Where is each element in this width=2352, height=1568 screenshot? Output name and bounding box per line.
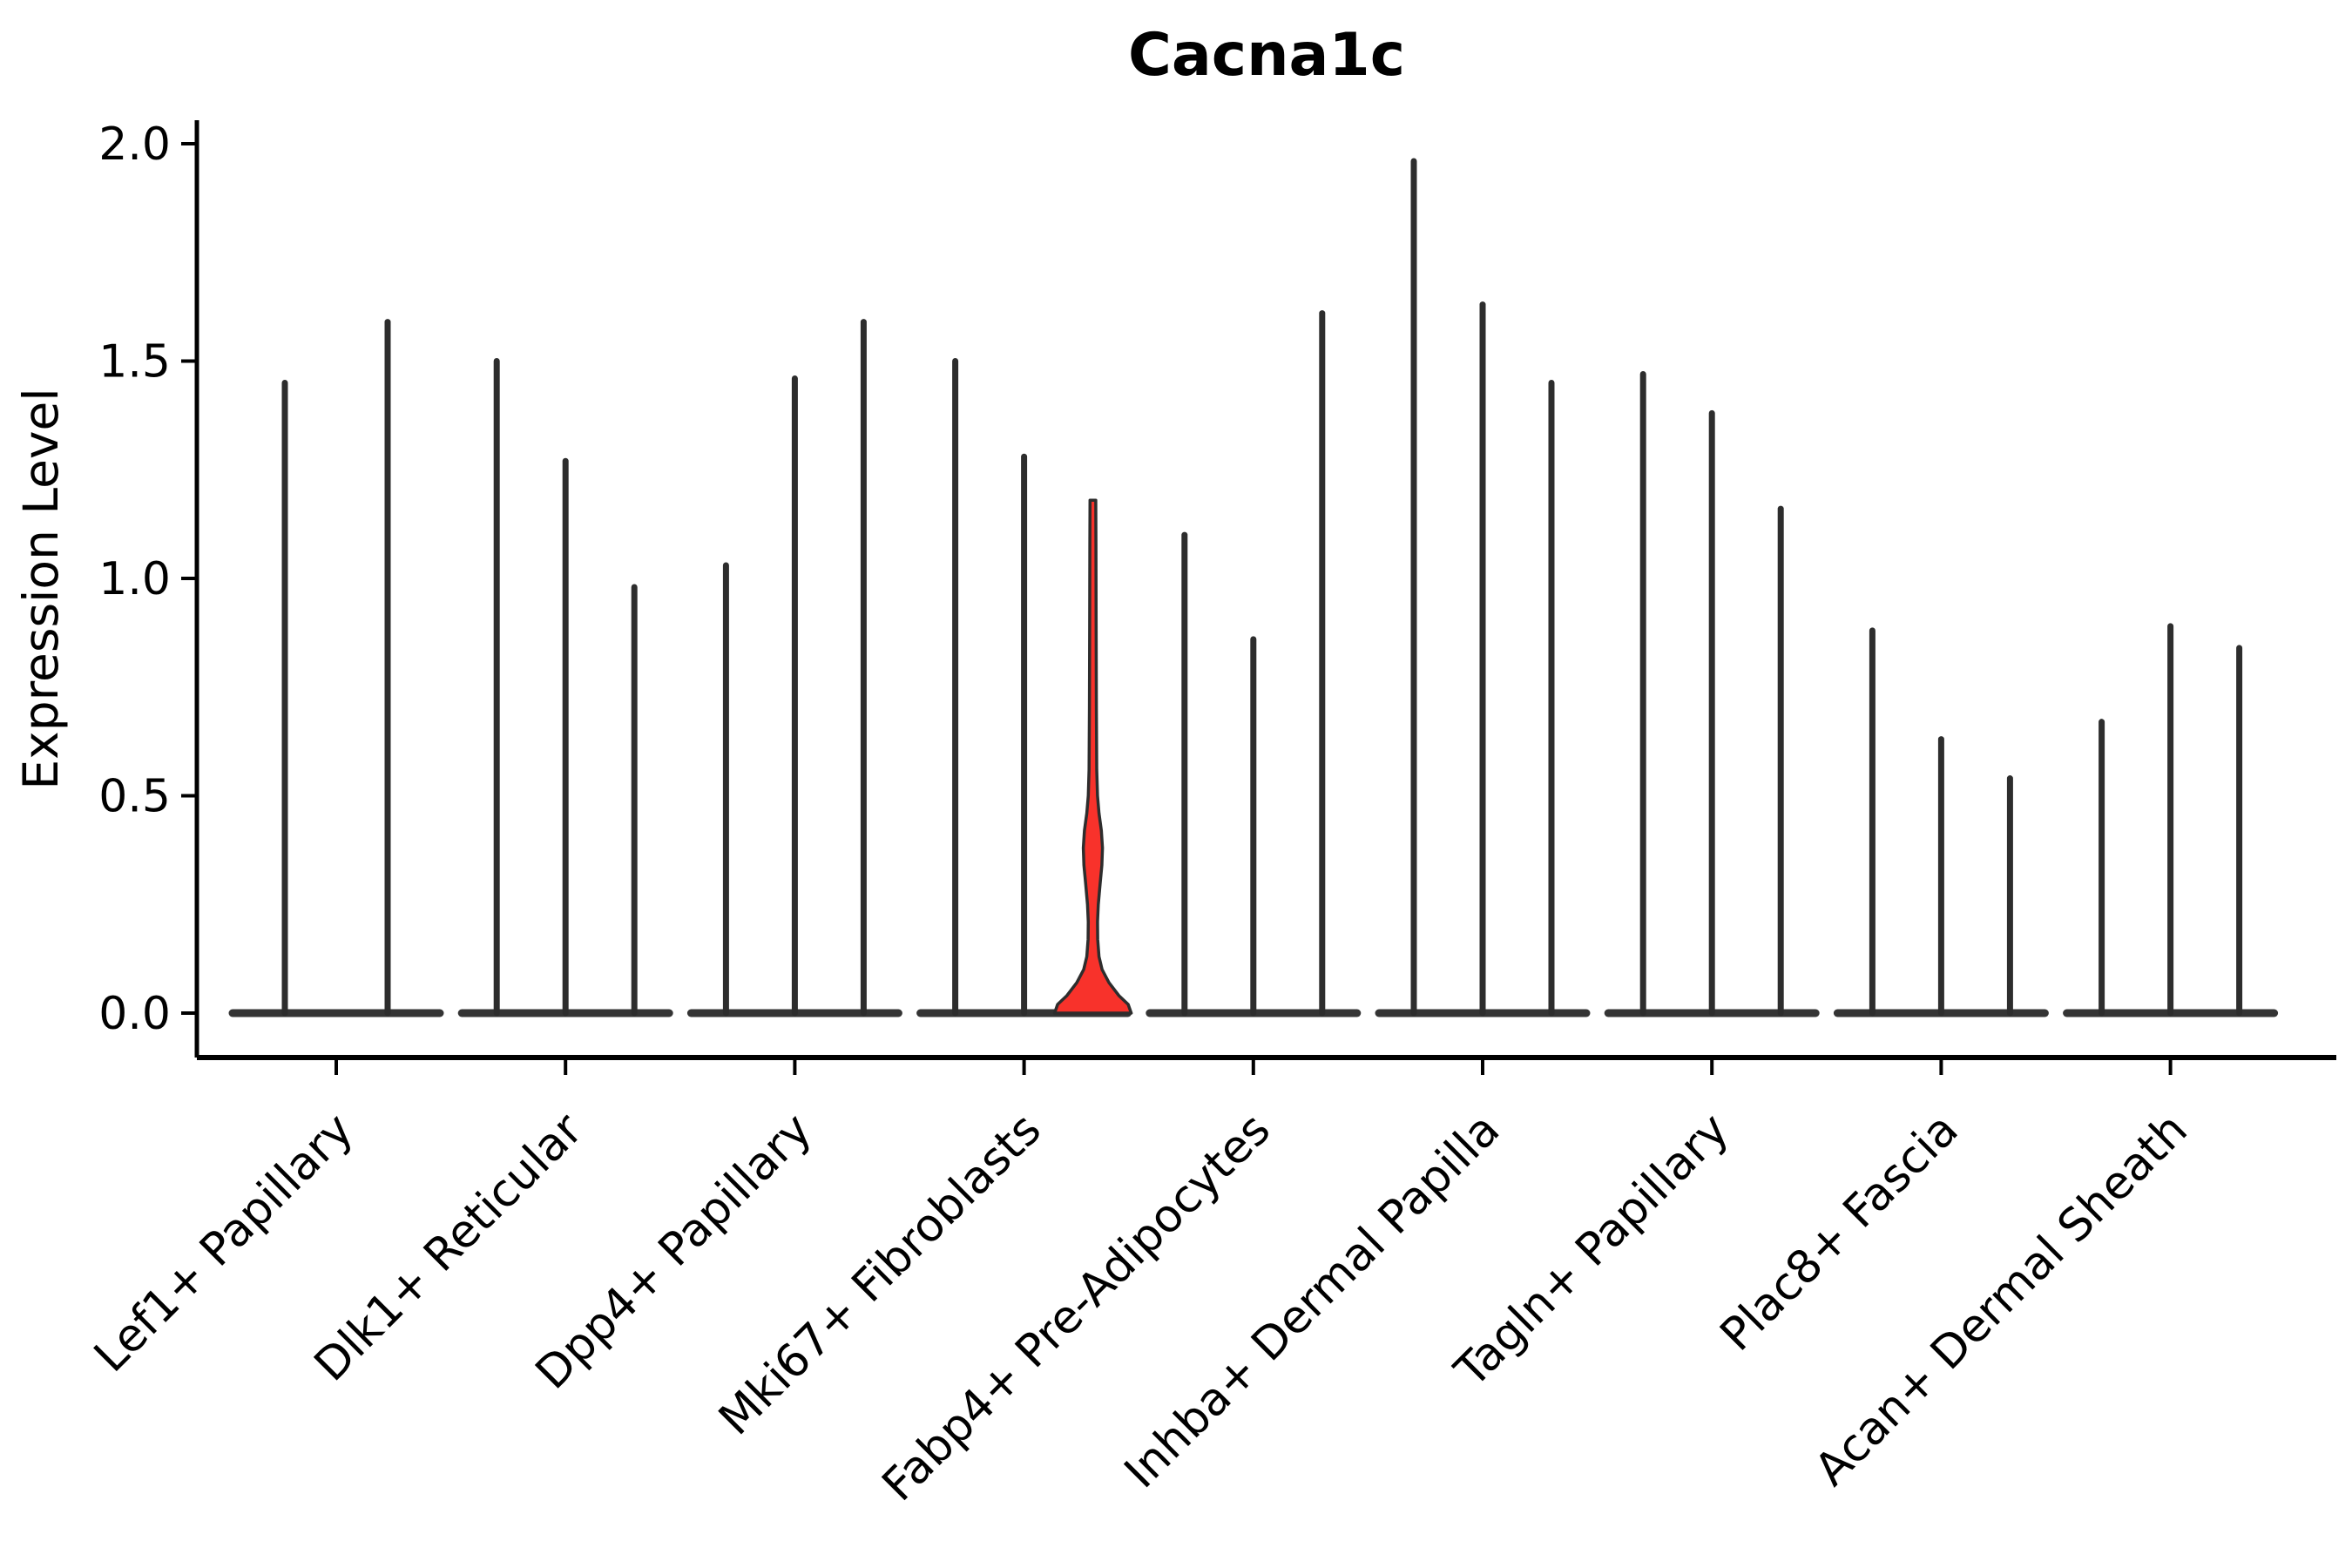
violin-category-group (2063, 623, 2279, 1017)
y-tick-label: 1.5 (98, 336, 171, 389)
chart-title: Cacna1c (1128, 21, 1405, 90)
x-tick-label: Fabp4+ Pre-Adipocytes (873, 1104, 1281, 1511)
highlighted-violin (1052, 498, 1133, 1015)
violin-category-group (228, 319, 444, 1017)
x-tick-label: Acan+ Dermal Sheath (1805, 1104, 2198, 1497)
violin-category-group (1375, 158, 1591, 1017)
violin-category-group (1604, 370, 1820, 1017)
violin-category-group (1833, 627, 2049, 1017)
violin-category-group (686, 319, 902, 1017)
x-tick-label: Plac8+ Fascia (1711, 1104, 1969, 1362)
violin-category-group (1146, 310, 1362, 1017)
y-axis-label: Expression Level (13, 388, 69, 789)
x-tick-label: Inhba+ Dermal Papilla (1115, 1104, 1510, 1498)
y-axis: 0.0 0.5 1.0 1.5 2.0 (98, 118, 199, 1058)
violin-group (228, 158, 2279, 1017)
violin-category-group (457, 358, 673, 1017)
y-tick-label: 0.5 (98, 771, 171, 823)
violin-category-group (916, 358, 1133, 1017)
y-tick-label: 1.0 (98, 553, 171, 605)
y-tick-label: 2.0 (98, 118, 171, 171)
y-tick-label: 0.0 (98, 988, 171, 1040)
